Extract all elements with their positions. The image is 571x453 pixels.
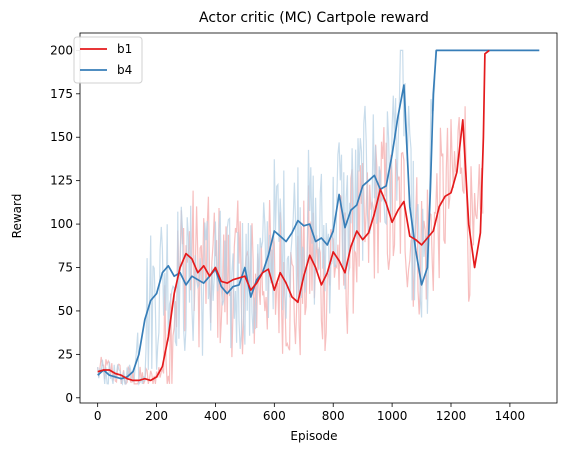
plot-frame xyxy=(79,32,558,404)
series-line-b1 xyxy=(97,49,490,382)
legend: b1 b4 xyxy=(73,36,143,84)
y-axis: 0 25 50 75 100 125 150 175 200 xyxy=(50,43,80,405)
y-tick-label: 25 xyxy=(58,347,73,361)
x-tick-label: 800 xyxy=(322,409,345,423)
x-tick-label: 400 xyxy=(204,409,227,423)
x-axis: 0 200 400 600 800 1000 1200 1400 xyxy=(94,403,525,423)
y-tick-label: 75 xyxy=(58,261,73,275)
y-tick-label: 125 xyxy=(50,174,73,188)
series-line-b4 xyxy=(97,49,540,380)
x-tick-label: 200 xyxy=(145,409,168,423)
raw-noise-layer xyxy=(97,49,484,386)
raw-trace-b1 xyxy=(97,106,484,386)
y-tick-label: 150 xyxy=(50,130,73,144)
raw-trace-b4 xyxy=(97,49,437,386)
x-tick-label: 1000 xyxy=(377,409,408,423)
y-tick-label: 100 xyxy=(50,217,73,231)
x-tick-label: 600 xyxy=(263,409,286,423)
x-tick-label: 1400 xyxy=(495,409,526,423)
y-tick-label: 175 xyxy=(50,87,73,101)
y-tick-label: 0 xyxy=(65,391,73,405)
x-tick-label: 0 xyxy=(94,409,102,423)
legend-label-b1: b1 xyxy=(117,42,132,56)
series-layer xyxy=(97,49,540,382)
x-tick-label: 1200 xyxy=(436,409,467,423)
legend-label-b4: b4 xyxy=(117,63,132,77)
y-axis-label: Reward xyxy=(10,194,24,239)
y-tick-label: 200 xyxy=(50,43,73,57)
y-tick-label: 50 xyxy=(58,304,73,318)
chart-title: Actor critic (MC) Cartpole reward xyxy=(199,10,429,26)
x-axis-label: Episode xyxy=(290,429,337,443)
